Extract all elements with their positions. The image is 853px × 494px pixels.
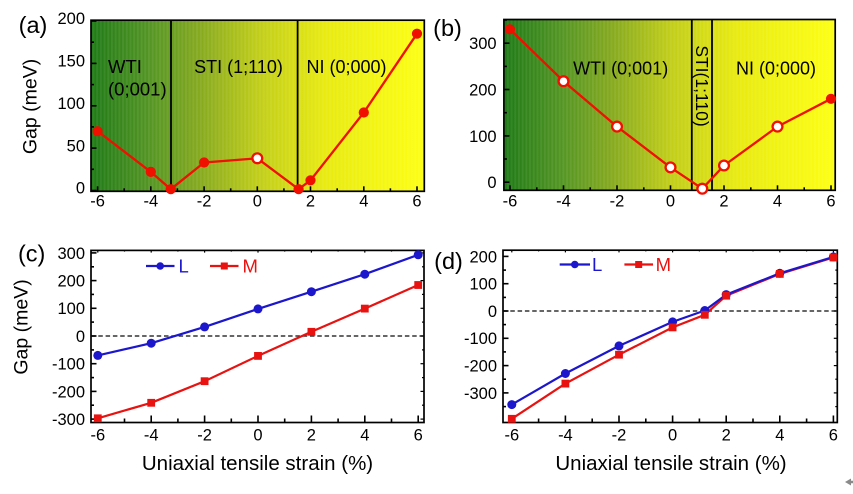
svg-text:0: 0 [76,180,85,198]
svg-text:150: 150 [57,53,85,71]
svg-text:2: 2 [719,192,728,210]
svg-text:(d): (d) [434,248,463,274]
svg-text:0: 0 [76,328,85,346]
svg-text:-6: -6 [503,192,518,210]
svg-text:WTI (0;001): WTI (0;001) [573,58,668,78]
svg-text:L: L [592,254,602,275]
svg-text:NI (0;000): NI (0;000) [306,57,386,77]
svg-text:-100: -100 [52,356,85,374]
svg-text:2: 2 [722,427,731,445]
svg-text:4: 4 [359,192,368,210]
svg-text:Gap (meV): Gap (meV) [11,279,33,374]
svg-text:Uniaxial tensile strain (%): Uniaxial tensile strain (%) [142,452,373,475]
svg-text:100: 100 [469,128,497,146]
svg-text:WTI: WTI [108,56,142,77]
svg-text:-4: -4 [144,427,159,445]
svg-text:4: 4 [775,427,784,445]
svg-text:-2: -2 [610,192,625,210]
svg-text:6: 6 [414,427,423,445]
svg-text:100: 100 [57,95,85,113]
svg-text:-100: -100 [464,330,497,348]
svg-text:2: 2 [307,427,316,445]
svg-text:Uniaxial tensile strain (%): Uniaxial tensile strain (%) [555,452,786,475]
svg-text:200: 200 [57,10,85,28]
svg-text:NI (0;000): NI (0;000) [736,58,816,78]
svg-text:4: 4 [360,427,369,445]
svg-text:0: 0 [666,192,675,210]
svg-text:(a): (a) [19,12,48,38]
svg-text:100: 100 [469,276,497,294]
svg-text:-6: -6 [90,192,105,210]
svg-text:0: 0 [668,427,677,445]
svg-text:2: 2 [306,192,315,210]
svg-text:-4: -4 [558,427,573,445]
svg-text:-4: -4 [556,192,571,210]
svg-text:-200: -200 [464,358,497,376]
svg-text:-2: -2 [612,427,627,445]
svg-text:100: 100 [57,300,85,318]
svg-text:-6: -6 [90,427,105,445]
svg-text:Gap (meV): Gap (meV) [20,59,42,154]
svg-text:(b): (b) [433,15,462,41]
svg-text:-300: -300 [52,411,85,429]
svg-text:-300: -300 [464,385,497,403]
svg-text:STI (1;110): STI (1;110) [194,57,283,77]
svg-text:0: 0 [253,427,262,445]
svg-text:300: 300 [469,35,497,53]
svg-text:200: 200 [469,248,497,266]
svg-text:(0;001): (0;001) [108,79,167,100]
svg-text:0: 0 [487,174,496,192]
svg-text:4: 4 [773,192,782,210]
svg-text:-2: -2 [197,427,212,445]
svg-text:6: 6 [826,192,835,210]
svg-text:200: 200 [57,273,85,291]
svg-text:6: 6 [829,427,838,445]
svg-text:200: 200 [469,81,497,99]
svg-text:50: 50 [67,137,85,155]
svg-text:STI(1;110): STI(1;110) [692,45,712,126]
svg-text:-200: -200 [52,383,85,401]
svg-text:6: 6 [412,192,421,210]
svg-text:0: 0 [253,192,262,210]
svg-text:300: 300 [57,245,85,263]
svg-text:(c): (c) [18,241,45,267]
svg-text:L: L [179,256,189,277]
svg-text:0: 0 [488,303,497,321]
svg-text:-6: -6 [504,427,519,445]
svg-text:M: M [243,256,258,277]
svg-text:-4: -4 [143,192,158,210]
svg-text:-2: -2 [197,192,212,210]
svg-text:M: M [656,254,671,275]
